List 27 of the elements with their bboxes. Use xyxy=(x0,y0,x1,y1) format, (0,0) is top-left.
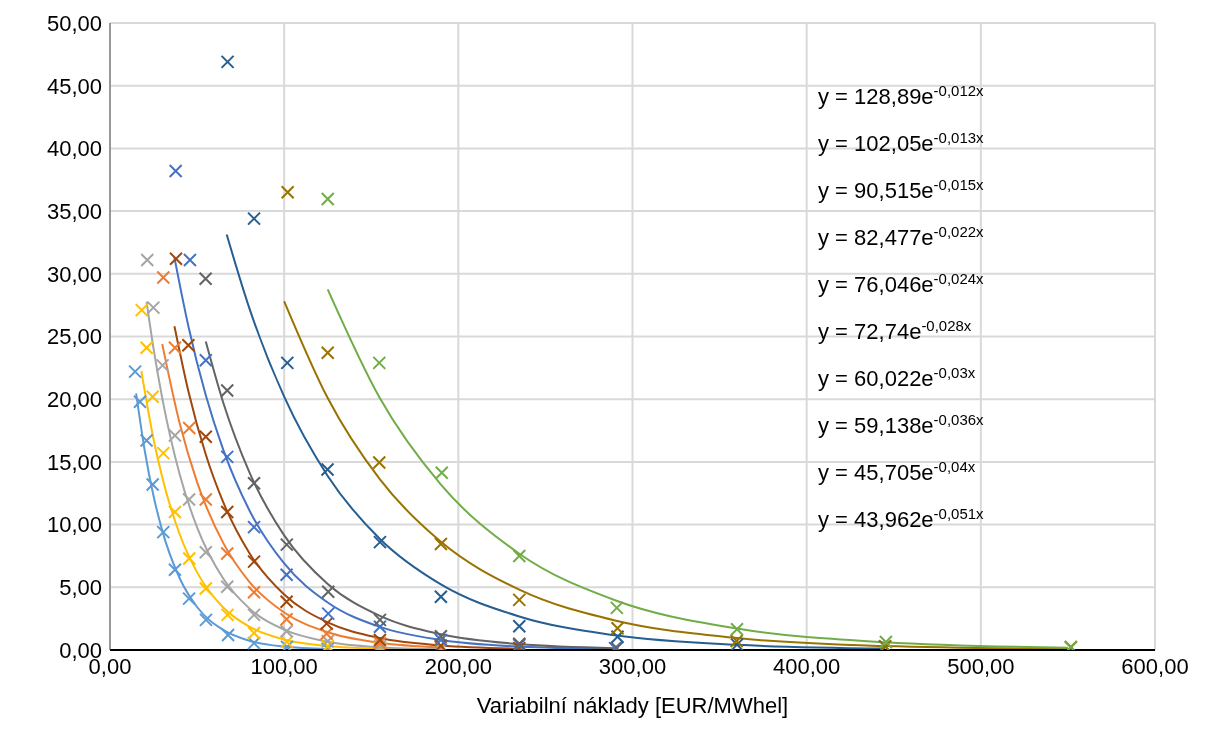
annotation: y = 90,515e$^{-0,015x}$ xyxy=(818,175,985,203)
y-tick-label: 25,00 xyxy=(46,324,102,350)
x-tick-label: 500,00 xyxy=(947,653,1015,679)
annotation: y = 76,046e$^{-0,024x}$ xyxy=(818,269,985,297)
y-tick-label: 50,00 xyxy=(46,10,102,36)
annotation: y = 102,05e$^{-0,013x}$ xyxy=(818,128,985,156)
annotation: y = 45,705e$^{-0,04x}$ xyxy=(818,457,976,485)
y-tick-label: 20,00 xyxy=(46,387,102,413)
x-tick-label: 300,00 xyxy=(598,653,667,679)
y-tick-label: 45,00 xyxy=(46,73,102,99)
annotation: y = 60,022e$^{-0,03x}$ xyxy=(818,363,976,391)
y-tick-label: 40,00 xyxy=(46,136,102,162)
y-tick-label: 10,00 xyxy=(46,512,102,538)
y-tick-label: 30,00 xyxy=(46,261,102,287)
x-axis-title: Variabilní náklady [EUR/MWhel] xyxy=(476,693,789,718)
y-tick-label: 15,00 xyxy=(46,449,102,475)
x-tick-label: 600,00 xyxy=(1121,653,1189,679)
x-tick-label: 400,00 xyxy=(773,653,841,679)
x-tick-label: 200,00 xyxy=(424,653,492,679)
y-tick-label: 35,00 xyxy=(46,198,102,224)
x-tick-label: 100,00 xyxy=(250,653,318,679)
annotation: y = 59,138e$^{-0,036x}$ xyxy=(818,410,985,438)
annotation: y = 82,477e$^{-0,022x}$ xyxy=(818,222,985,250)
annotation: y = 43,962e$^{-0,051x}$ xyxy=(818,504,985,532)
annotation: y = 72,74e$^{-0,028x}$ xyxy=(818,316,972,344)
y-tick-label: 5,00 xyxy=(59,575,102,601)
annotation: y = 128,89e$^{-0,012x}$ xyxy=(818,81,985,109)
